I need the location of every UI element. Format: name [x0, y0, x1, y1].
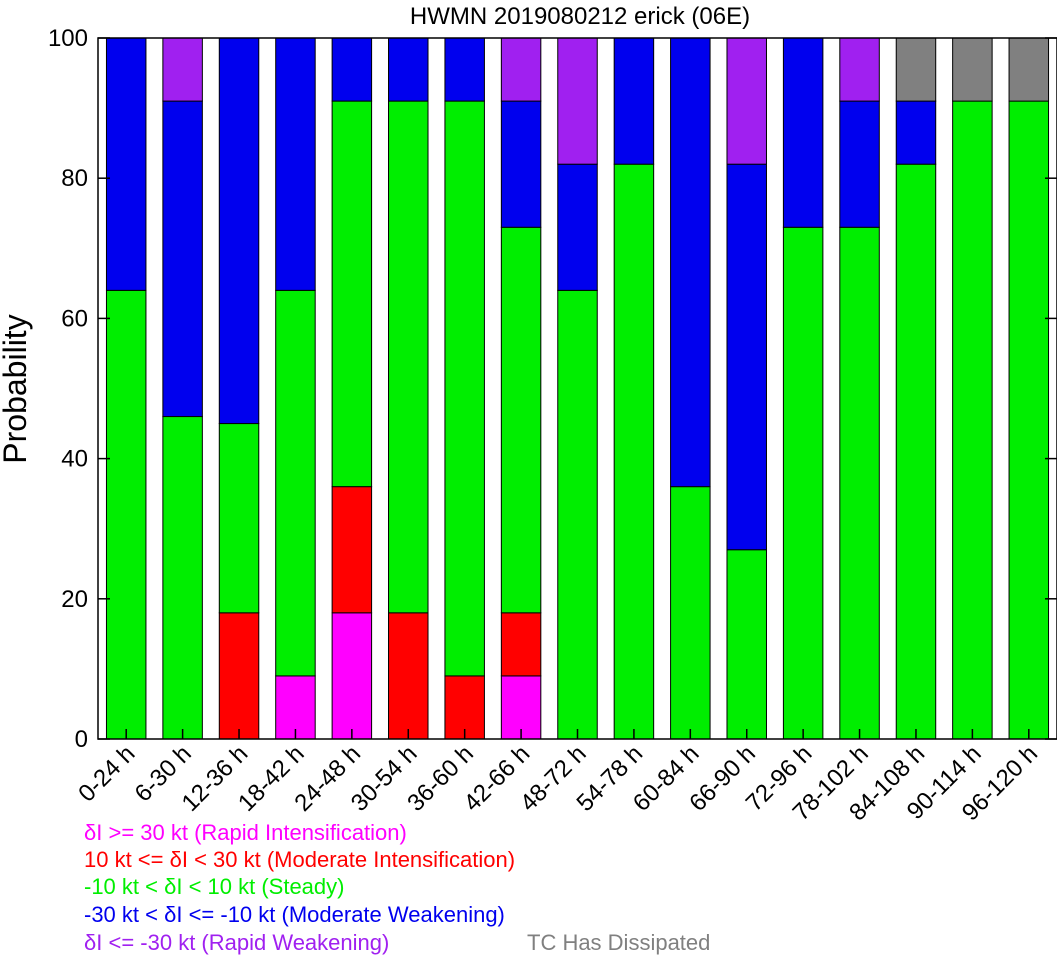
bar-segment-5-3: [388, 37, 429, 102]
bar-segment-13-4: [839, 37, 880, 102]
bar-segment-4-3: [331, 37, 373, 102]
bar-segment-2-2: [218, 423, 260, 614]
bar-segment-2-1: [218, 612, 260, 740]
bar-segment-12-2: [782, 226, 824, 740]
y-tick-label-5: 100: [48, 25, 88, 52]
bar-segment-5-2: [388, 100, 429, 614]
bar-segment-1-3: [162, 100, 203, 418]
legend: δI >= 30 kt (Rapid Intensification)10 kt…: [84, 820, 710, 955]
bar-segment-15-5: [952, 37, 993, 102]
bar-segment-8-2: [557, 289, 598, 740]
bar-segment-1-4: [162, 37, 203, 102]
bar-segment-4-1: [331, 486, 373, 614]
y-tick-label-1: 20: [61, 586, 88, 613]
bar-segment-8-3: [557, 163, 598, 291]
bar-segment-15-2: [952, 100, 993, 740]
legend-entry-5: TC Has Dissipated: [527, 930, 710, 955]
bar-segment-5-1: [388, 612, 429, 740]
bar-segment-4-2: [331, 100, 373, 488]
bar-segment-9-3: [613, 37, 655, 165]
bar-segment-2-3: [218, 37, 260, 425]
bar-segment-14-5: [895, 37, 937, 102]
bar-segment-1-2: [162, 416, 203, 740]
bar-segment-7-4: [500, 37, 542, 102]
chart-title: HWMN 2019080212 erick (06E): [410, 3, 750, 30]
bar-segment-3-2: [275, 289, 316, 677]
bar-segment-11-3: [726, 163, 767, 551]
bars-group: [105, 37, 1050, 740]
bar-segment-3-0: [275, 675, 316, 740]
bar-segment-11-2: [726, 549, 767, 740]
legend-entry-2: -10 kt < δI < 10 kt (Steady): [84, 874, 344, 899]
legend-entry-3: -30 kt < δI <= -10 kt (Moderate Weakenin…: [84, 902, 505, 927]
bar-segment-13-3: [839, 100, 880, 228]
bar-segment-16-2: [1008, 100, 1050, 740]
bar-segment-14-2: [895, 163, 937, 740]
y-axis-label: Probability: [0, 314, 33, 463]
bar-segment-13-2: [839, 226, 880, 740]
bar-segment-6-1: [444, 675, 485, 740]
bar-segment-7-2: [500, 226, 542, 614]
y-tick-label-2: 40: [61, 446, 88, 473]
bar-segment-16-5: [1008, 37, 1050, 102]
bar-segment-6-2: [444, 100, 485, 677]
bar-segment-6-3: [444, 37, 485, 102]
bar-segment-0-2: [105, 289, 147, 740]
y-tick-label-0: 0: [75, 726, 88, 753]
y-tick-label-3: 60: [61, 305, 88, 332]
legend-entry-0: δI >= 30 kt (Rapid Intensification): [84, 820, 407, 845]
bar-segment-12-3: [782, 37, 824, 228]
bar-segment-4-0: [331, 612, 373, 740]
legend-entry-4: δI <= -30 kt (Rapid Weakening): [84, 930, 389, 955]
bar-segment-11-4: [726, 37, 767, 165]
bar-segment-8-4: [557, 37, 598, 165]
bar-segment-9-2: [613, 163, 655, 740]
y-tick-label-4: 80: [61, 165, 88, 192]
bar-segment-7-1: [500, 612, 542, 677]
bar-segment-14-3: [895, 100, 937, 165]
bar-segment-10-3: [670, 37, 711, 488]
bar-segment-7-3: [500, 100, 542, 228]
bar-segment-10-2: [670, 486, 711, 740]
x-tick-labels: 0-24 h6-30 h12-36 h18-42 h24-48 h30-54 h…: [73, 740, 1043, 826]
axes-group: 0 20 40 60 80 100: [48, 25, 1057, 753]
bar-segment-3-3: [275, 37, 316, 291]
legend-entry-1: 10 kt <= δI < 30 kt (Moderate Intensific…: [84, 847, 515, 872]
bar-segment-0-3: [105, 37, 147, 291]
